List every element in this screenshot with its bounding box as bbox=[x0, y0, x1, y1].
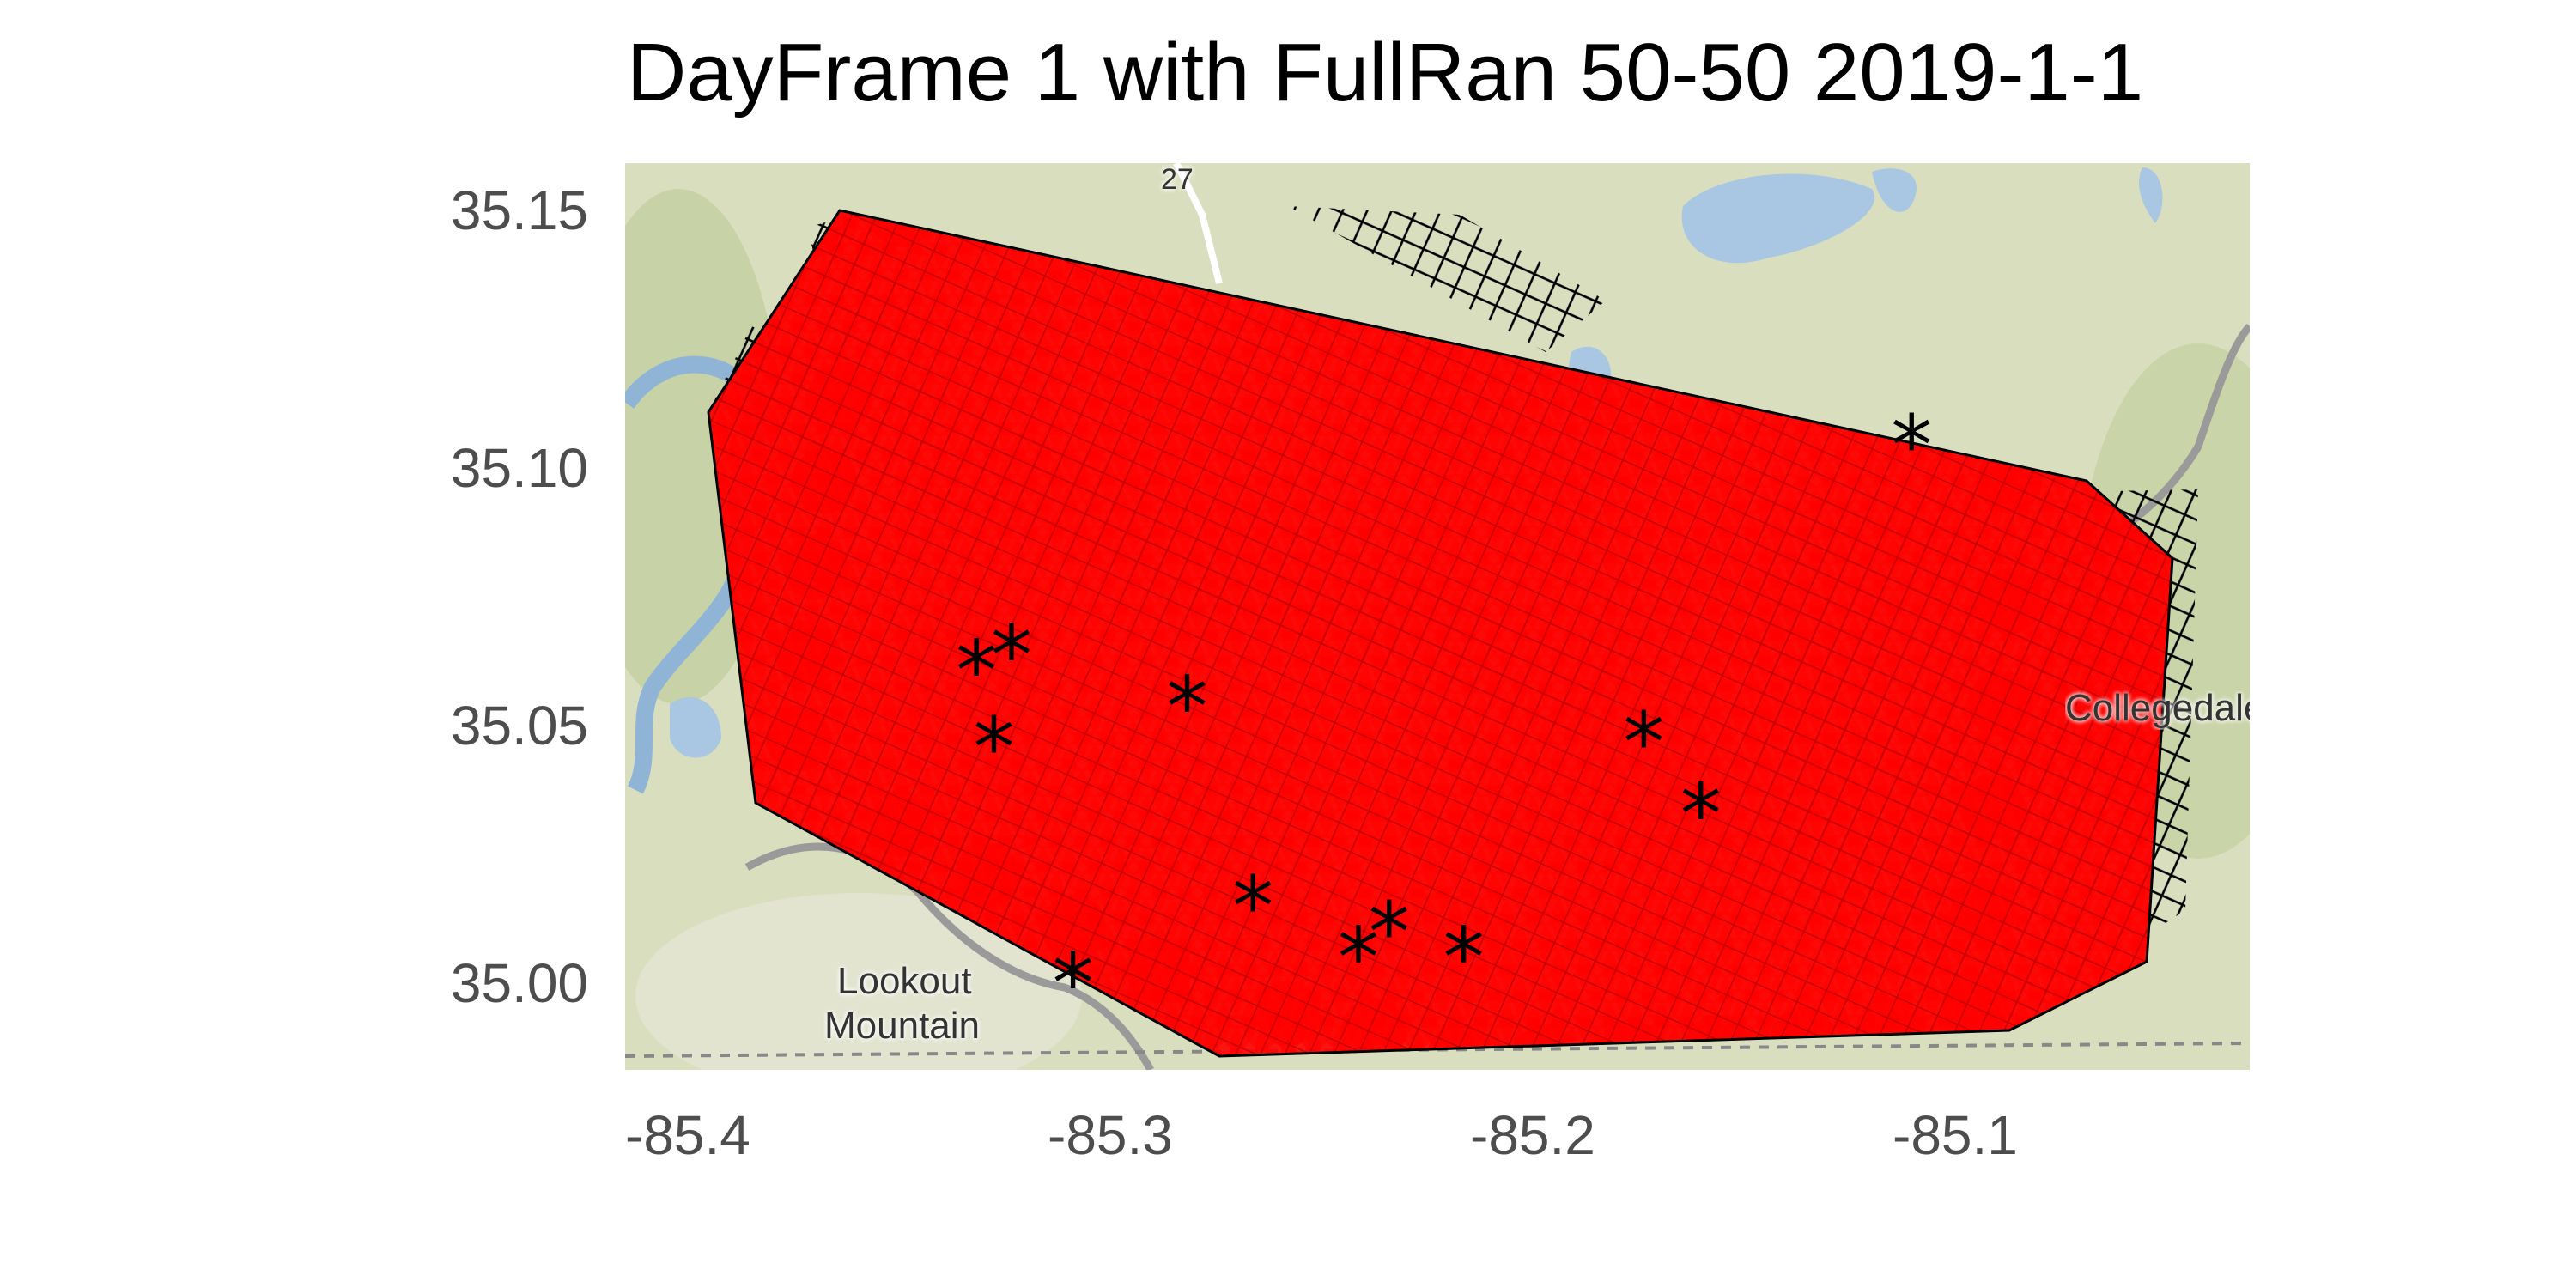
x-tick-label: -85.4 bbox=[625, 1104, 750, 1166]
x-tick-label: -85.2 bbox=[1470, 1104, 1595, 1166]
y-tick-label: 35.00 bbox=[450, 952, 588, 1014]
y-tick-label: 35.10 bbox=[450, 437, 588, 499]
basemap-road bbox=[1173, 163, 1223, 284]
map-panel: **** * *** ** ** bbox=[625, 163, 2250, 1070]
basemap-lake bbox=[1681, 173, 1875, 264]
station-marker: * bbox=[956, 623, 997, 720]
place-label-lookout: Lookout bbox=[837, 960, 972, 1002]
y-tick-label: 35.15 bbox=[450, 179, 588, 241]
basemap-lake bbox=[2138, 167, 2163, 223]
basemap-terrain bbox=[635, 893, 1082, 1070]
station-marker: * bbox=[1167, 659, 1208, 755]
y-tick-label: 35.05 bbox=[450, 695, 588, 756]
station-marker: * bbox=[1623, 695, 1664, 791]
station-marker: * bbox=[1338, 910, 1379, 1006]
station-marker: * bbox=[1443, 910, 1485, 1006]
x-tick-label: -85.3 bbox=[1048, 1104, 1173, 1166]
station-marker: * bbox=[1369, 884, 1410, 981]
station-marker: * bbox=[991, 608, 1032, 704]
basemap-lake bbox=[1872, 168, 1917, 212]
place-label-collegedale: Collegedale bbox=[2065, 687, 2250, 729]
station-marker: * bbox=[974, 700, 1015, 796]
basemap-road bbox=[744, 842, 1154, 1070]
page-title: DayFrame 1 with FullRan 50-50 2019-1-1 bbox=[627, 27, 2144, 118]
x-tick-label: -85.1 bbox=[1893, 1104, 2018, 1166]
basemap-lake bbox=[670, 697, 721, 758]
study-area-outline bbox=[707, 209, 2174, 1058]
place-label-mountain: Mountain bbox=[824, 1005, 981, 1047]
station-markers: **** * *** ** ** bbox=[956, 398, 1932, 1031]
station-marker: * bbox=[1232, 859, 1273, 955]
route-shield-27: 27 bbox=[1161, 163, 1194, 196]
station-marker: * bbox=[1680, 767, 1722, 863]
